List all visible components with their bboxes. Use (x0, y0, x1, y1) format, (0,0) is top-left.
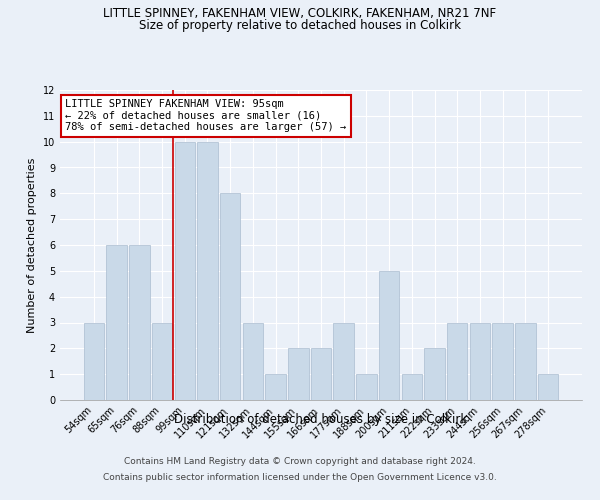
Bar (379, 271, 400, 400)
Bar (265, 374, 286, 400)
Bar (515, 322, 536, 400)
Bar (106, 245, 127, 400)
Bar (538, 374, 558, 400)
Text: Distribution of detached houses by size in Colkirk: Distribution of detached houses by size … (175, 412, 467, 426)
Bar (493, 322, 513, 400)
Text: Contains public sector information licensed under the Open Government Licence v3: Contains public sector information licen… (103, 472, 497, 482)
Bar (242, 322, 263, 400)
Bar (401, 374, 422, 400)
Y-axis label: Number of detached properties: Number of detached properties (27, 158, 37, 332)
Bar (129, 245, 149, 400)
Bar (220, 194, 241, 400)
Bar (356, 374, 377, 400)
Text: LITTLE SPINNEY FAKENHAM VIEW: 95sqm
← 22% of detached houses are smaller (16)
78: LITTLE SPINNEY FAKENHAM VIEW: 95sqm ← 22… (65, 100, 346, 132)
Text: LITTLE SPINNEY, FAKENHAM VIEW, COLKIRK, FAKENHAM, NR21 7NF: LITTLE SPINNEY, FAKENHAM VIEW, COLKIRK, … (103, 8, 497, 20)
Bar (197, 142, 218, 400)
Bar (175, 142, 195, 400)
Bar (152, 322, 172, 400)
Bar (470, 322, 490, 400)
Bar (424, 348, 445, 400)
Text: Contains HM Land Registry data © Crown copyright and database right 2024.: Contains HM Land Registry data © Crown c… (124, 458, 476, 466)
Text: Size of property relative to detached houses in Colkirk: Size of property relative to detached ho… (139, 18, 461, 32)
Bar (334, 322, 354, 400)
Bar (447, 322, 467, 400)
Bar (288, 348, 308, 400)
Bar (311, 348, 331, 400)
Bar (84, 322, 104, 400)
